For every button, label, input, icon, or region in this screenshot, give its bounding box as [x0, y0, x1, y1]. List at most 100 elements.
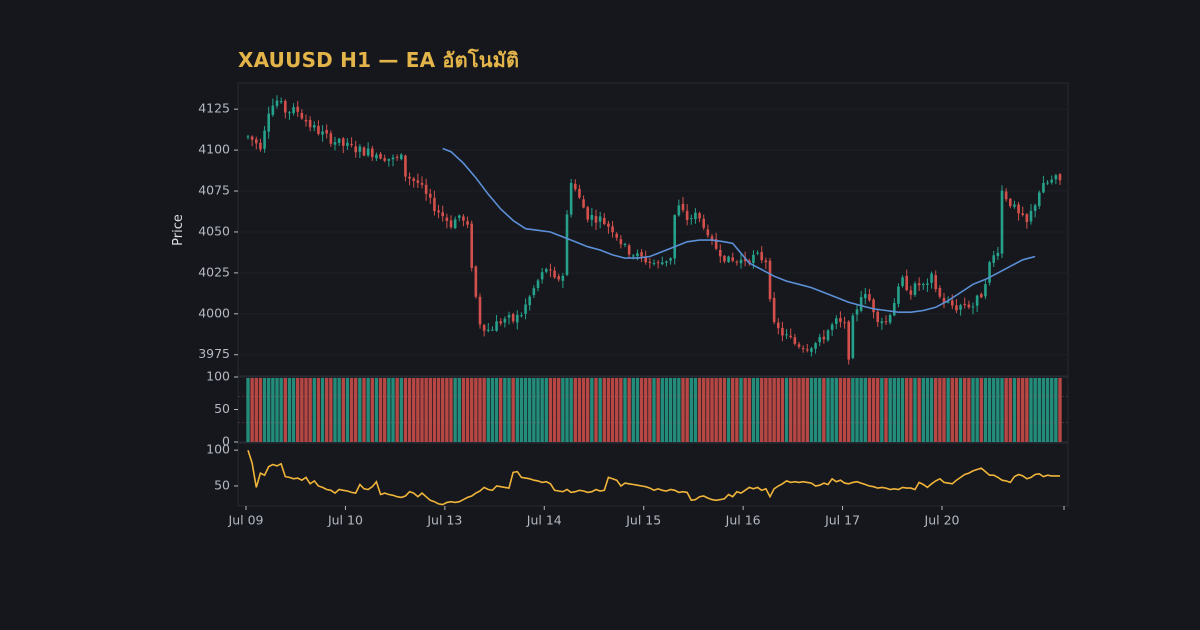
volume-bar	[863, 378, 867, 442]
candle-body	[843, 322, 846, 324]
candle-body	[598, 216, 602, 222]
volume-bar	[461, 378, 466, 442]
volume-bar	[851, 378, 855, 442]
candle-body	[416, 180, 420, 183]
volume-bar	[287, 378, 292, 442]
candle-body	[379, 153, 382, 159]
candle-body	[888, 315, 892, 323]
volume-bar	[474, 378, 478, 442]
candle-body	[437, 210, 440, 213]
candle-body	[644, 256, 648, 263]
candle-body	[515, 314, 519, 323]
oscillator-group	[247, 449, 1060, 506]
volume-bar	[300, 378, 304, 442]
candle-body	[685, 210, 689, 220]
candle-body	[859, 296, 863, 311]
volume-bar	[714, 378, 718, 442]
candle-body	[362, 147, 366, 156]
volume-bar	[436, 378, 441, 442]
candle-body	[950, 300, 954, 306]
volume-bar	[482, 378, 486, 442]
volume-bar	[905, 378, 909, 442]
axes: 3975 4000 4025 4050 4075 4100 4125 0 50 100 50 100 P…	[171, 101, 1065, 528]
volume-bar	[623, 378, 627, 442]
x-tick-label: Jul 10	[327, 513, 363, 528]
candle-body	[1000, 190, 1004, 254]
candle-body	[623, 243, 627, 245]
volume-bar	[664, 378, 669, 442]
candle-body	[358, 146, 362, 152]
volume-tick-label: 50	[214, 401, 230, 416]
volume-bar	[465, 378, 470, 442]
volume-bar	[378, 378, 383, 442]
volume-bar	[416, 378, 420, 442]
x-tick-label: Jul 14	[526, 513, 562, 528]
volume-bar	[751, 378, 756, 442]
volume-bar	[383, 378, 387, 442]
volume-bar	[938, 378, 942, 442]
candle-body	[565, 214, 569, 275]
volume-bar	[809, 378, 814, 442]
candle-body	[714, 239, 718, 249]
volume-bar	[797, 378, 801, 442]
candle-body	[341, 138, 345, 146]
volume-bar	[354, 378, 358, 442]
candle-body	[412, 178, 416, 181]
candle-body	[851, 315, 855, 359]
candle-body	[1025, 214, 1029, 223]
candle-body	[669, 258, 672, 261]
volume-bar	[747, 378, 751, 442]
candle-body	[694, 212, 697, 220]
volume-bar	[801, 378, 805, 442]
candle-body	[582, 199, 585, 208]
candle-body	[756, 252, 759, 254]
volume-bar	[1045, 378, 1050, 442]
candle-body	[441, 212, 445, 217]
volume-bar	[503, 378, 507, 442]
candle-body	[963, 303, 967, 305]
volume-bar	[921, 378, 925, 442]
candle-body	[1013, 204, 1016, 207]
volume-bar	[780, 378, 785, 442]
candle-body	[652, 263, 656, 265]
candle-body	[818, 337, 822, 343]
volume-bar	[793, 378, 797, 442]
candle-body	[387, 159, 391, 161]
panel-3	[237, 442, 1069, 507]
candle-body	[1029, 210, 1033, 222]
volume-bar	[540, 378, 544, 442]
volume-bar	[523, 378, 528, 442]
volume-bar	[291, 378, 296, 442]
volume-bar	[552, 378, 557, 442]
candle-body	[246, 136, 250, 138]
volume-bar	[569, 378, 573, 442]
volume-bar	[979, 378, 983, 442]
volume-bar	[358, 378, 362, 442]
chart-title: XAUUSD H1 — EA อัตโนมัติ	[238, 48, 520, 72]
candle-body	[433, 197, 436, 212]
candle-body	[760, 252, 764, 261]
volume-bar	[586, 378, 590, 442]
candle-body	[706, 229, 710, 236]
candle-body	[681, 203, 685, 211]
volume-bar	[424, 378, 428, 442]
volume-bar	[577, 378, 582, 442]
volume-tick-label: 0	[222, 434, 230, 449]
volume-bar	[441, 378, 445, 442]
candle-body	[984, 284, 987, 297]
price-tick-label: 4050	[198, 223, 230, 238]
candle-body	[830, 324, 834, 330]
candle-body	[1050, 179, 1054, 183]
volume-bar	[507, 378, 511, 442]
price-tick-label: 4125	[198, 101, 230, 116]
candle-body	[346, 142, 349, 146]
volume-bar	[420, 378, 424, 442]
candle-body	[569, 182, 573, 215]
volume-bar	[934, 378, 938, 442]
candle-body	[689, 218, 693, 220]
volume-bar	[842, 378, 847, 442]
candle-body	[872, 299, 875, 313]
candle-body	[897, 286, 900, 304]
